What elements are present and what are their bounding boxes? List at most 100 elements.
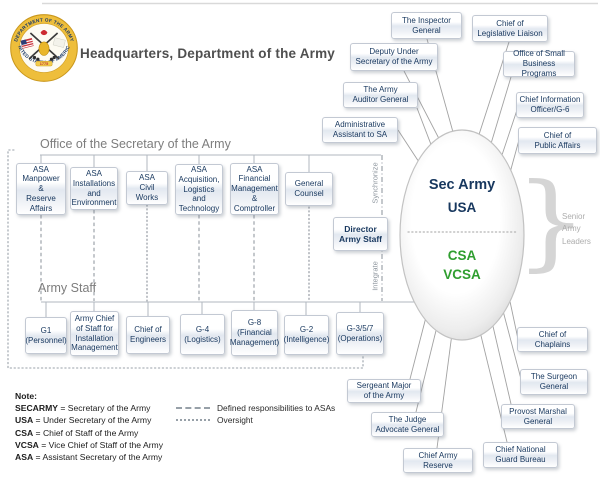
org-box-inspector-general: The Inspector General xyxy=(391,12,462,39)
army-seal: DEPARTMENT OF THE ARMY UNITED STATES OF … xyxy=(10,14,78,82)
seal-us-flag xyxy=(20,37,34,49)
org-box-label: G-4 (Logistics) xyxy=(184,324,221,344)
org-box-label: Chief of Engineers xyxy=(129,325,167,344)
org-box-judge-advocate: The Judge Advocate General xyxy=(371,412,444,437)
note-block: Note: SECARMY = Secretary of the Army US… xyxy=(15,390,163,463)
org-box-label: The Army Auditor General xyxy=(352,85,409,104)
integrate-label: Integrate xyxy=(370,261,380,291)
senior-leaders-brace: } xyxy=(514,160,588,282)
org-box-asa-civil-works: ASA Civil Works xyxy=(126,171,168,205)
org-box-label: Sergeant Major of the Army xyxy=(356,381,412,400)
note-heading: Note: xyxy=(15,391,37,401)
org-box-label: ASA Acquisition, Logistics and Technolog… xyxy=(178,165,220,214)
seal-liberty-cap xyxy=(40,29,48,36)
org-box-asa-financial: ASA Financial Management & Comptroller xyxy=(230,163,279,215)
ellipse-label-vcsa: VCSA xyxy=(443,267,481,282)
org-box-g8: G-8 (Financial Management) xyxy=(229,310,280,356)
org-box-label: G-8 (Financial Management) xyxy=(229,318,280,347)
org-box-label: Army Chief of Staff for Installation Man… xyxy=(71,314,118,353)
oversight-loop-path xyxy=(7,149,364,369)
oversight-dotted-lines xyxy=(146,204,310,302)
ellipse-label-csa: CSA xyxy=(447,248,477,263)
note-text: = Vice Chief of Staff of the Army xyxy=(41,439,164,450)
dashed-line-sample xyxy=(176,407,210,409)
org-box-chief-engineers: Chief of Engineers xyxy=(126,316,170,354)
org-box-legislative-liaison: Chief of Legislative Liaison xyxy=(472,15,548,42)
org-box-chaplains: Chief of Chaplains xyxy=(517,327,588,352)
org-box-label: Provost Marshal General xyxy=(509,406,567,426)
org-box-label: Chief Army Reserve xyxy=(418,450,458,470)
org-box-label: Administrative Assistant to SA xyxy=(332,120,388,139)
note-entry: USA = Under Secretary of the Army xyxy=(15,414,163,426)
responsibility-dashed-lines xyxy=(40,210,255,301)
seal-emblem: 1775 xyxy=(20,29,66,67)
org-box-general-counsel: General Counsel xyxy=(285,172,333,206)
org-box-g357: G-3/5/7 (Operations) xyxy=(336,312,384,355)
note-entry: SECARMY = Secretary of the Army xyxy=(15,402,163,414)
org-box-label: ASA Installations and Environment xyxy=(71,169,117,208)
org-box-admin-assistant: Administrative Assistant to SA xyxy=(322,117,398,143)
org-box-chief-army-reserve: Chief Army Reserve xyxy=(403,448,473,473)
org-box-asa-manpower: ASA Manpower & Reserve Affairs xyxy=(16,163,66,215)
org-box-label: The Judge Advocate General xyxy=(375,414,440,434)
org-box-cio-g6: Chief Information Officer/G-6 xyxy=(516,92,584,118)
org-box-label: General Counsel xyxy=(294,179,324,198)
army-staff-section-label: Army Staff xyxy=(38,281,97,295)
seal-cuirass xyxy=(38,41,50,56)
org-box-label: Chief of Public Affairs xyxy=(534,130,581,150)
note-text: = Chief of Staff of the Army xyxy=(35,427,139,438)
org-box-small-business: Office of Small Business Programs xyxy=(503,49,575,78)
senior-leaders-label: Senior Army Leaders xyxy=(562,212,591,246)
note-abbr: VCSA xyxy=(15,439,39,450)
org-box-g1: G1 (Personnel) xyxy=(25,317,67,354)
note-abbr: CSA xyxy=(15,427,34,438)
org-box-asa-installations: ASA Installations and Environment xyxy=(70,167,118,210)
page-title: Headquarters, Department of the Army xyxy=(80,46,336,61)
legend: Defined responsibilities to ASAs Oversig… xyxy=(176,402,335,426)
org-box-label: The Inspector General xyxy=(402,15,451,35)
org-box-label: Deputy Under Secretary of the Army xyxy=(355,47,433,66)
org-box-label: G1 (Personnel) xyxy=(25,325,67,345)
org-box-surgeon-general: The Surgeon General xyxy=(520,369,588,395)
org-box-g2: G-2 (Intelligence) xyxy=(284,315,329,355)
note-abbr: SECARMY xyxy=(15,403,58,414)
dotted-line-sample xyxy=(176,419,210,421)
legend-row-dotted: Oversight xyxy=(176,414,335,426)
org-box-director-army-staff: Director Army Staff xyxy=(333,217,388,251)
note-text: = Secretary of the Army xyxy=(60,403,151,414)
org-box-label: Chief Information Officer/G-6 xyxy=(519,95,581,114)
org-box-label: ASA Manpower & Reserve Affairs xyxy=(22,164,60,213)
org-box-label: G-3/5/7 (Operations) xyxy=(337,323,383,343)
note-abbr: USA xyxy=(15,415,34,426)
org-box-sergeant-major: Sergeant Major of the Army xyxy=(347,379,421,403)
note-abbr: ASA xyxy=(15,452,34,463)
seal-year: 1775 xyxy=(40,62,48,66)
org-box-label: Director Army Staff xyxy=(339,223,382,244)
note-entry: CSA = Chief of Staff of the Army xyxy=(15,427,163,439)
org-box-provost-marshal: Provost Marshal General xyxy=(501,404,575,429)
note-text: = Under Secretary of the Army xyxy=(35,415,152,426)
ellipse-label-sec-army: Sec Army xyxy=(428,177,496,193)
seal-white-flag xyxy=(52,37,66,48)
org-box-acsim: Army Chief of Staff for Installation Man… xyxy=(70,311,119,356)
senior-leaders-ellipse xyxy=(399,129,525,341)
org-box-label: Chief National Guard Bureau xyxy=(495,445,546,464)
note-text: = Assistant Secretary of the Army xyxy=(35,452,163,463)
org-box-asa-acquisition: ASA Acquisition, Logistics and Technolog… xyxy=(175,164,223,215)
note-entry: VCSA = Vice Chief of Staff of the Army xyxy=(15,439,163,451)
osa-row-connector xyxy=(40,154,381,172)
org-box-label: Chief of Chaplains xyxy=(534,329,571,349)
org-box-label: The Surgeon General xyxy=(530,372,578,391)
legend-label: Defined responsibilities to ASAs xyxy=(217,403,336,413)
org-box-deputy-under-secretary: Deputy Under Secretary of the Army xyxy=(350,43,438,71)
seal-scroll xyxy=(35,61,53,67)
note-entry: ASA = Assistant Secretary of the Army xyxy=(15,451,163,463)
org-box-label: Chief of Legislative Liaison xyxy=(477,18,543,38)
org-box-g4: G-4 (Logistics) xyxy=(180,314,225,355)
org-box-label: ASA Financial Management & Comptroller xyxy=(231,164,278,213)
org-box-national-guard: Chief National Guard Bureau xyxy=(483,442,558,468)
osa-section-label: Office of the Secretary of the Army xyxy=(40,137,231,151)
org-box-label: ASA Civil Works xyxy=(135,173,159,202)
ellipse-label-usa: USA xyxy=(447,200,477,215)
